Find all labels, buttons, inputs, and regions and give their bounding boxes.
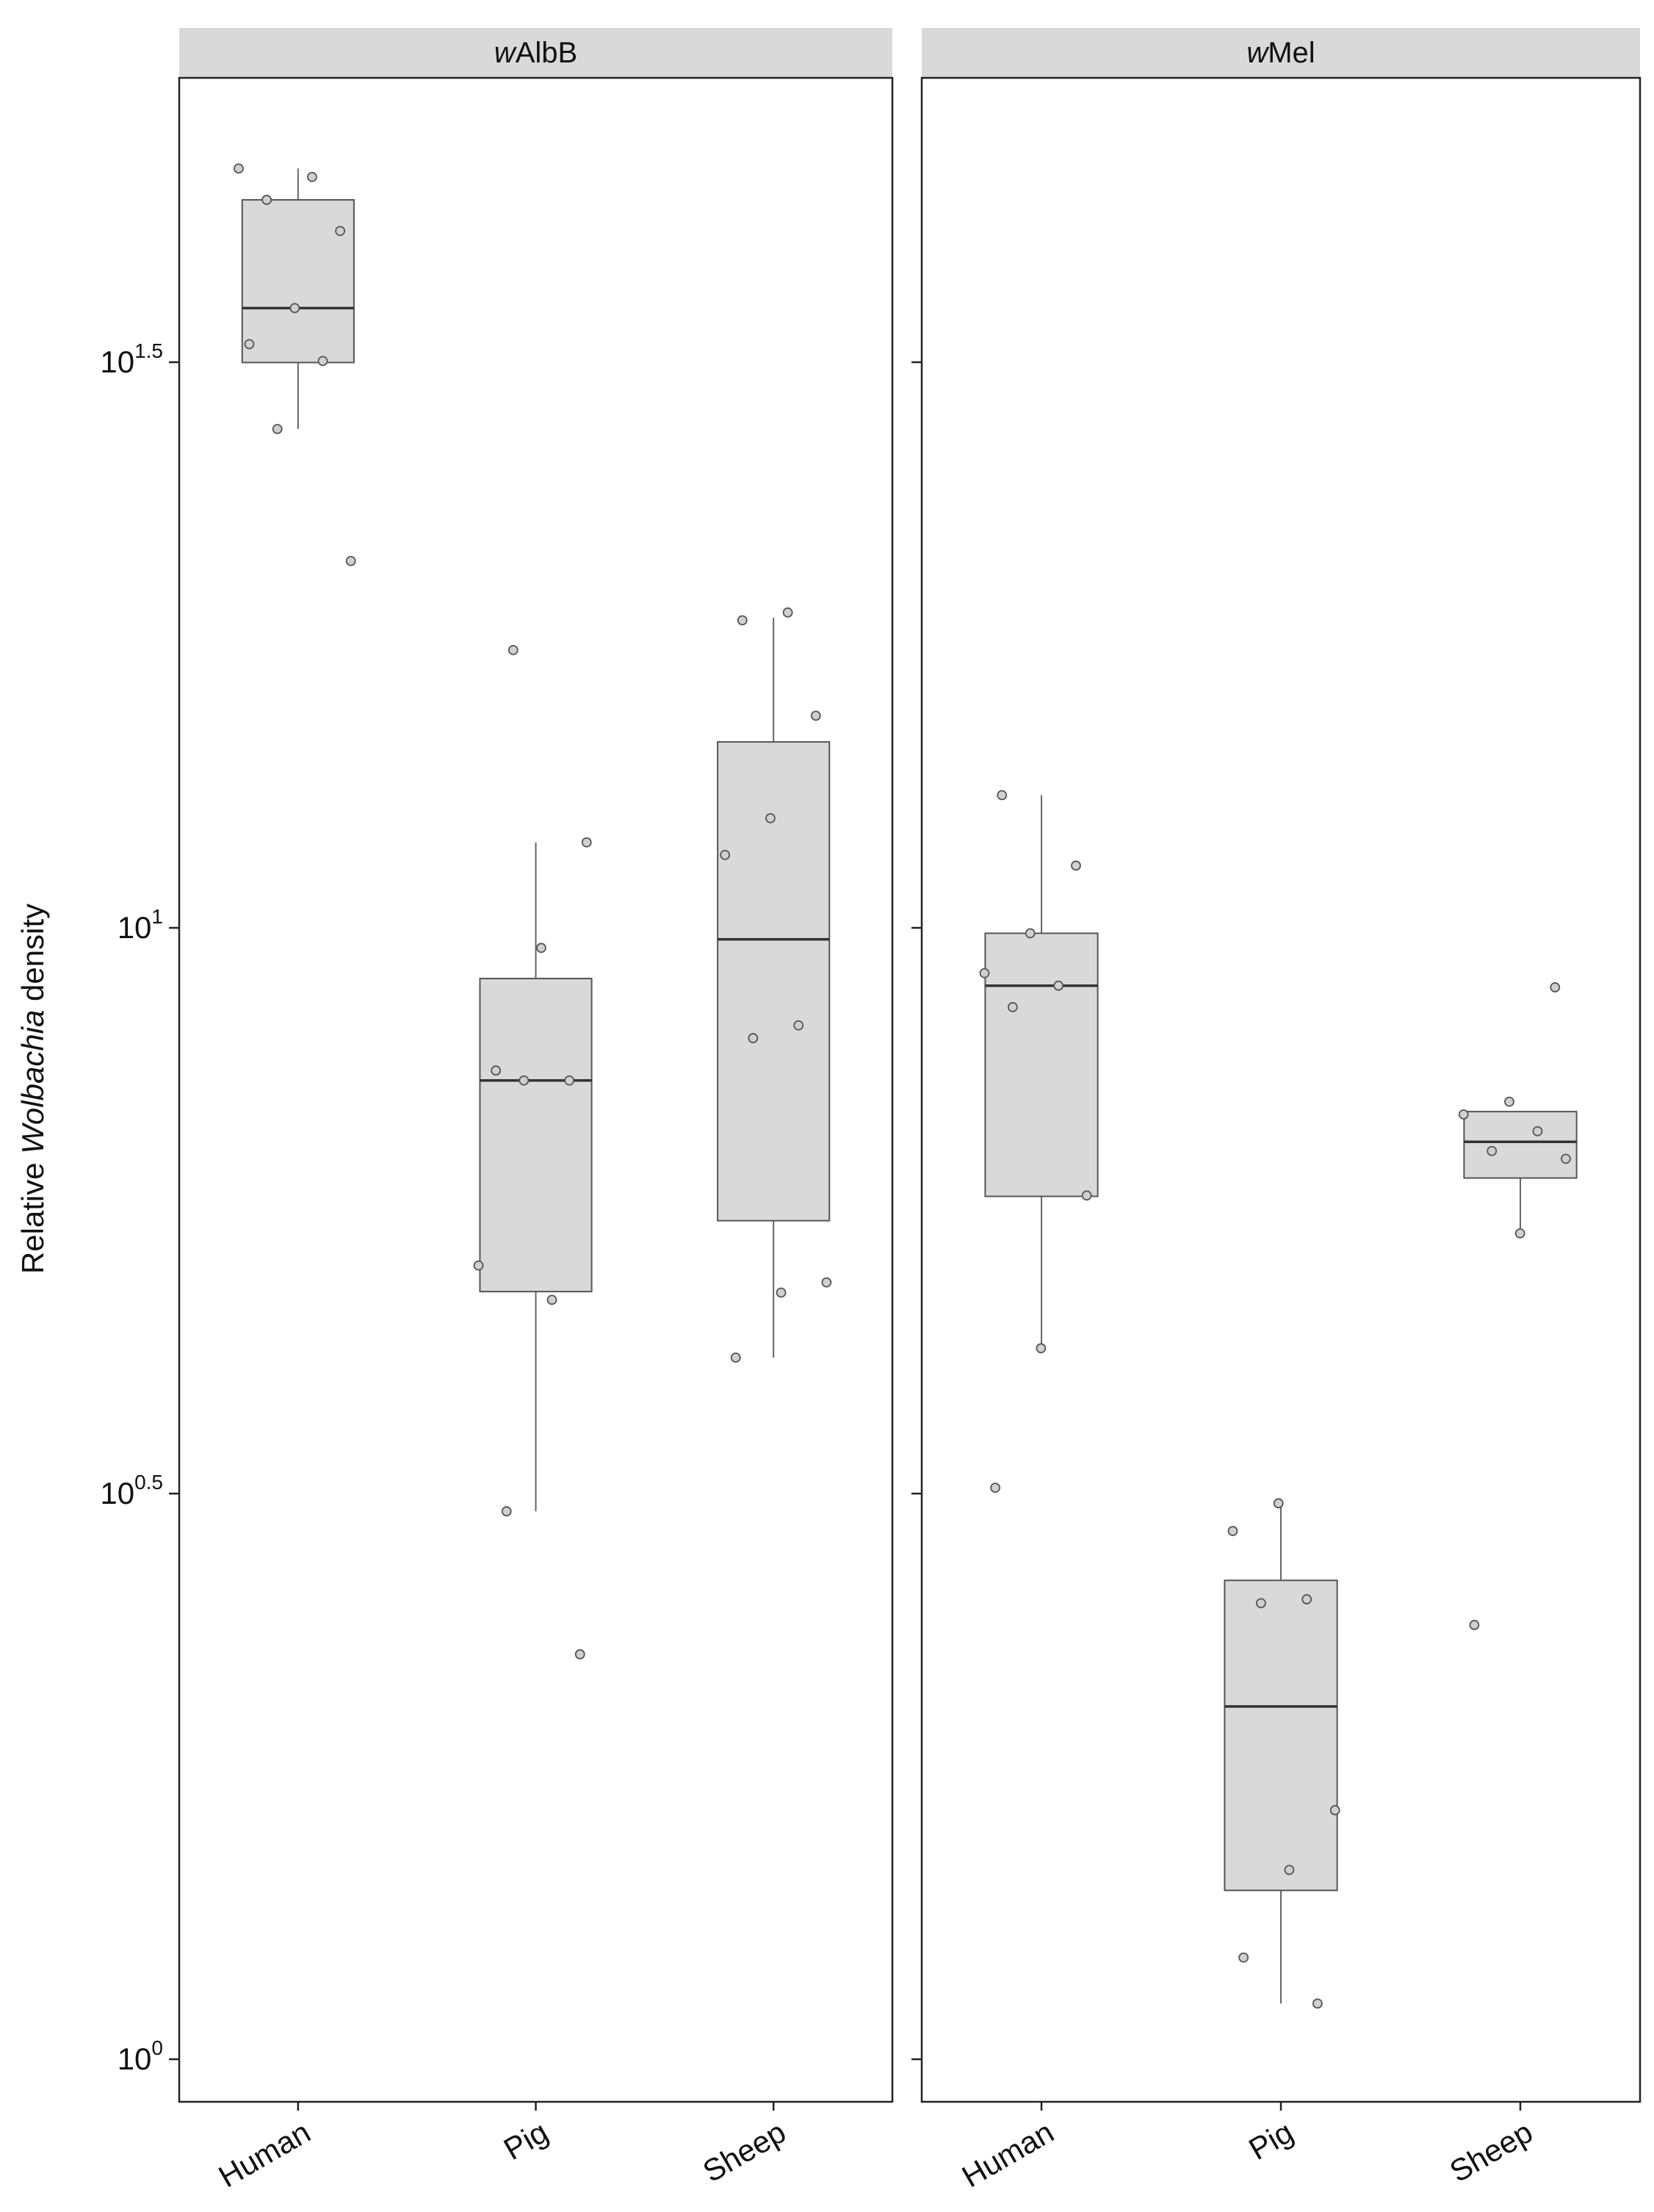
data-point bbox=[345, 555, 356, 566]
data-point bbox=[1284, 1865, 1295, 1876]
data-point bbox=[748, 1033, 759, 1043]
data-point bbox=[1514, 1228, 1525, 1239]
data-point bbox=[546, 1294, 557, 1305]
facet-title-italic: w bbox=[494, 37, 518, 69]
data-point bbox=[491, 1065, 502, 1076]
data-point bbox=[730, 1352, 741, 1363]
data-point bbox=[574, 1649, 585, 1660]
data-point bbox=[473, 1260, 484, 1271]
x-tick-label: Pig bbox=[1243, 2114, 1299, 2166]
facet-strip bbox=[922, 28, 1640, 78]
data-point bbox=[1301, 1594, 1312, 1604]
data-point bbox=[1329, 1805, 1340, 1815]
data-point bbox=[1256, 1598, 1266, 1609]
facet-strip bbox=[179, 28, 892, 78]
data-point bbox=[335, 226, 346, 237]
box bbox=[241, 199, 355, 364]
y-tick-label: 100.5 bbox=[100, 1471, 163, 1510]
data-point bbox=[1532, 1126, 1543, 1136]
data-point bbox=[317, 356, 328, 367]
y-tick-exponent: 0.5 bbox=[134, 1471, 163, 1494]
data-point bbox=[1469, 1620, 1480, 1630]
x-tick-label: Human bbox=[213, 2114, 317, 2194]
data-point bbox=[1273, 1498, 1284, 1509]
facet-title-text: Mel bbox=[1268, 37, 1315, 69]
y-tick-label: 101.5 bbox=[100, 339, 163, 379]
y-tick-base: 10 bbox=[118, 2042, 152, 2076]
y-axis-title: Relative Wolbachia density bbox=[15, 904, 50, 1274]
facet-title: wAlbB bbox=[494, 37, 577, 69]
data-point bbox=[307, 171, 317, 182]
data-point bbox=[997, 790, 1008, 801]
data-point bbox=[720, 849, 731, 860]
x-tick-label: Pig bbox=[498, 2114, 554, 2166]
box bbox=[984, 932, 1099, 1197]
data-point bbox=[1550, 982, 1561, 992]
data-point bbox=[737, 615, 748, 626]
data-point bbox=[1036, 1343, 1047, 1354]
data-point bbox=[519, 1075, 530, 1086]
data-point bbox=[1238, 1952, 1249, 1963]
y-axis-title-part: density bbox=[15, 904, 50, 1010]
data-point bbox=[990, 1483, 1000, 1493]
y-tick-base: 10 bbox=[100, 345, 134, 379]
facet-title-italic: w bbox=[1246, 37, 1270, 69]
data-point bbox=[234, 163, 244, 174]
data-point bbox=[765, 813, 776, 824]
data-point bbox=[821, 1277, 832, 1288]
data-point bbox=[776, 1287, 787, 1298]
data-point bbox=[536, 943, 546, 954]
y-tick-exponent: 0 bbox=[151, 2036, 163, 2059]
data-point bbox=[1504, 1096, 1514, 1107]
data-point bbox=[979, 968, 990, 979]
data-point bbox=[501, 1506, 512, 1517]
y-tick-base: 10 bbox=[118, 910, 152, 945]
data-point bbox=[1561, 1153, 1571, 1164]
box bbox=[1463, 1111, 1578, 1179]
data-point bbox=[1487, 1145, 1498, 1156]
data-point bbox=[272, 424, 283, 434]
y-tick-base: 10 bbox=[100, 1476, 134, 1510]
data-point bbox=[581, 837, 592, 848]
data-point bbox=[1007, 1002, 1018, 1012]
data-point bbox=[1081, 1190, 1092, 1201]
data-point bbox=[289, 303, 300, 314]
y-tick-exponent: 1.5 bbox=[134, 339, 163, 362]
data-point bbox=[1312, 1998, 1323, 2009]
data-point bbox=[261, 195, 272, 205]
data-point bbox=[1025, 928, 1036, 939]
facet-title-text: AlbB bbox=[516, 37, 578, 69]
x-tick-label: Sheep bbox=[1444, 2114, 1539, 2188]
y-axis-title-part: Relative bbox=[15, 1154, 50, 1274]
data-point bbox=[564, 1075, 575, 1086]
facet-title: wMel bbox=[1246, 37, 1315, 69]
y-tick-label: 100 bbox=[118, 2036, 163, 2076]
data-point bbox=[782, 607, 793, 618]
data-point bbox=[1053, 980, 1064, 991]
data-point bbox=[793, 1020, 804, 1031]
y-tick-exponent: 1 bbox=[151, 905, 163, 928]
data-point bbox=[1458, 1109, 1469, 1120]
data-point bbox=[810, 710, 821, 721]
data-point bbox=[244, 339, 255, 350]
data-point bbox=[1071, 860, 1081, 871]
data-point bbox=[1227, 1526, 1238, 1536]
x-tick-label: Sheep bbox=[697, 2114, 792, 2188]
data-point bbox=[508, 645, 519, 655]
box bbox=[1224, 1579, 1338, 1892]
y-axis-title-part: Wolbachia bbox=[15, 1010, 50, 1154]
x-tick-label: Human bbox=[956, 2114, 1060, 2194]
box bbox=[479, 977, 593, 1293]
y-tick-label: 101 bbox=[118, 905, 163, 945]
box bbox=[717, 741, 831, 1222]
